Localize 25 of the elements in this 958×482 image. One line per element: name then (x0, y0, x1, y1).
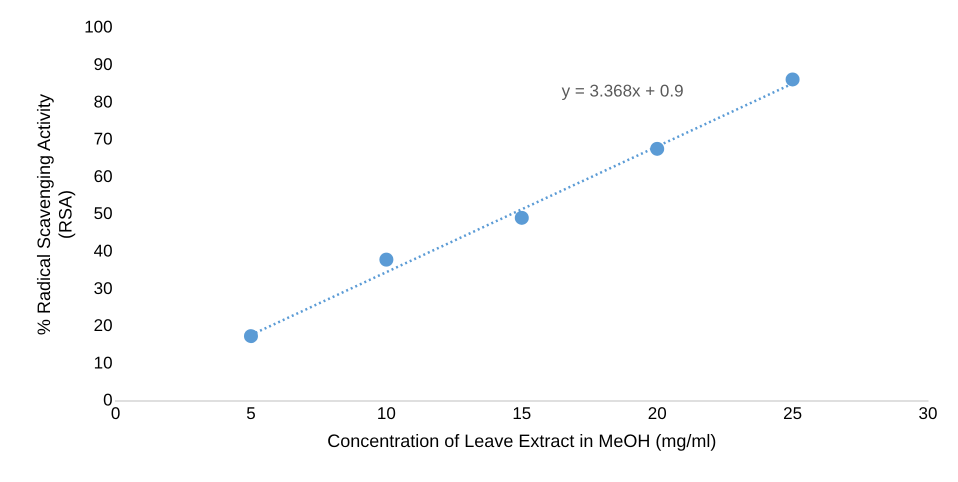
y-tick-label: 100 (84, 18, 113, 37)
point (650, 142, 664, 156)
x-tick-label: 10 (376, 404, 396, 423)
x-tick-label: 30 (918, 404, 938, 423)
y-tick-label: 90 (94, 54, 113, 74)
annotation: y = 3.368x + 0.9 (562, 81, 684, 100)
x-tick-label: 25 (783, 404, 802, 423)
y-axis-title: % Radical Scavenging Activity (RSA) (34, 94, 76, 336)
point (379, 252, 394, 267)
point (514, 210, 529, 225)
y-tick-label: 50 (94, 204, 113, 224)
x-tick-label: 20 (648, 404, 667, 423)
x-tick-label: 5 (246, 404, 256, 423)
point (244, 329, 258, 344)
point (786, 72, 800, 86)
y-tick-label: 0 (103, 390, 113, 410)
y-tick-label: 80 (94, 92, 113, 112)
x-axis-title: Concentration of Leave Extract in MeOH (mg/ml) (327, 431, 716, 452)
x-tick-label: 15 (512, 404, 532, 423)
y-tick-label: 60 (94, 166, 113, 186)
y-tick-label: 10 (94, 353, 113, 372)
y-tick-label: 20 (94, 316, 113, 336)
y-tick-label: 40 (94, 241, 113, 260)
y-tick-label: 30 (94, 278, 113, 298)
y-tick-label: 70 (94, 130, 113, 149)
